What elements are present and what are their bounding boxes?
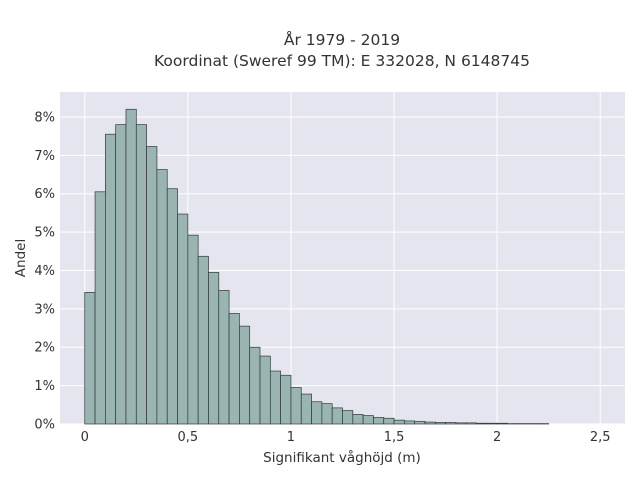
histogram-bar bbox=[455, 422, 467, 425]
histogram-bar bbox=[414, 420, 426, 425]
histogram-bar bbox=[290, 387, 302, 425]
histogram-bar bbox=[424, 421, 436, 425]
histogram-bar bbox=[239, 325, 251, 425]
histogram-bar bbox=[115, 124, 127, 425]
y-tick-label: 0% bbox=[34, 418, 55, 433]
histogram-bar bbox=[496, 422, 508, 425]
histogram-bar bbox=[269, 370, 281, 425]
x-tick-label: 0,5 bbox=[178, 430, 199, 445]
histogram-bar bbox=[280, 374, 292, 425]
histogram-bar bbox=[331, 407, 343, 425]
histogram-bar bbox=[135, 124, 147, 425]
histogram-bar bbox=[393, 419, 405, 425]
histogram-bar bbox=[321, 403, 333, 425]
histogram-bar bbox=[465, 422, 477, 425]
tick-labels: 0 0,5 1 1,5 2 2,5 0% 1% 2% 3% 4% 5% 6% 7% 8% bbox=[34, 110, 610, 445]
y-tick-label: 1% bbox=[34, 379, 55, 394]
histogram-bar bbox=[166, 188, 178, 425]
histogram-bar bbox=[445, 422, 457, 425]
y-tick-label: 6% bbox=[34, 187, 55, 202]
histogram-bar bbox=[373, 417, 385, 425]
histogram-bar bbox=[197, 255, 209, 425]
histogram-bar bbox=[404, 420, 416, 425]
histogram-bar bbox=[94, 191, 106, 425]
histogram-bar bbox=[311, 401, 323, 425]
x-tick-label: 0 bbox=[81, 430, 89, 445]
histogram-bar bbox=[383, 417, 395, 425]
chart-title: År 1979 - 2019 bbox=[284, 30, 400, 49]
bars bbox=[84, 108, 550, 425]
histogram-bar bbox=[105, 133, 117, 425]
histogram-bar bbox=[156, 169, 168, 425]
x-tick-label: 2,5 bbox=[590, 430, 611, 445]
histogram-bar bbox=[146, 146, 158, 425]
histogram-bar bbox=[352, 414, 364, 425]
y-tick-label: 4% bbox=[34, 264, 55, 279]
histogram-bar bbox=[228, 313, 240, 425]
histogram-bar bbox=[362, 415, 374, 425]
histogram-bar bbox=[259, 355, 271, 425]
y-tick-label: 7% bbox=[34, 149, 55, 164]
y-tick-label: 2% bbox=[34, 341, 55, 356]
histogram-bar bbox=[84, 292, 96, 425]
histogram-bar bbox=[486, 422, 498, 425]
x-tick-label: 1 bbox=[287, 430, 295, 445]
histogram-bar bbox=[434, 422, 446, 425]
histogram-bar bbox=[342, 410, 354, 425]
y-axis-label: Andel bbox=[13, 239, 29, 277]
chart-subtitle: Koordinat (Sweref 99 TM): E 332028, N 61… bbox=[154, 52, 530, 70]
histogram-bar bbox=[476, 422, 488, 425]
histogram-bar bbox=[208, 272, 220, 425]
x-axis-label: Signifikant våghöjd (m) bbox=[263, 449, 421, 466]
histogram-bar bbox=[177, 213, 189, 425]
histogram-bar bbox=[249, 346, 261, 425]
y-tick-label: 5% bbox=[34, 226, 55, 241]
x-tick-label: 1,5 bbox=[384, 430, 405, 445]
histogram-bar bbox=[300, 393, 312, 425]
histogram-bar bbox=[187, 234, 199, 425]
y-tick-label: 3% bbox=[34, 302, 55, 317]
histogram-bar bbox=[218, 290, 230, 425]
histogram-bar bbox=[125, 108, 137, 425]
x-tick-label: 2 bbox=[493, 430, 501, 445]
y-tick-label: 8% bbox=[34, 110, 55, 125]
